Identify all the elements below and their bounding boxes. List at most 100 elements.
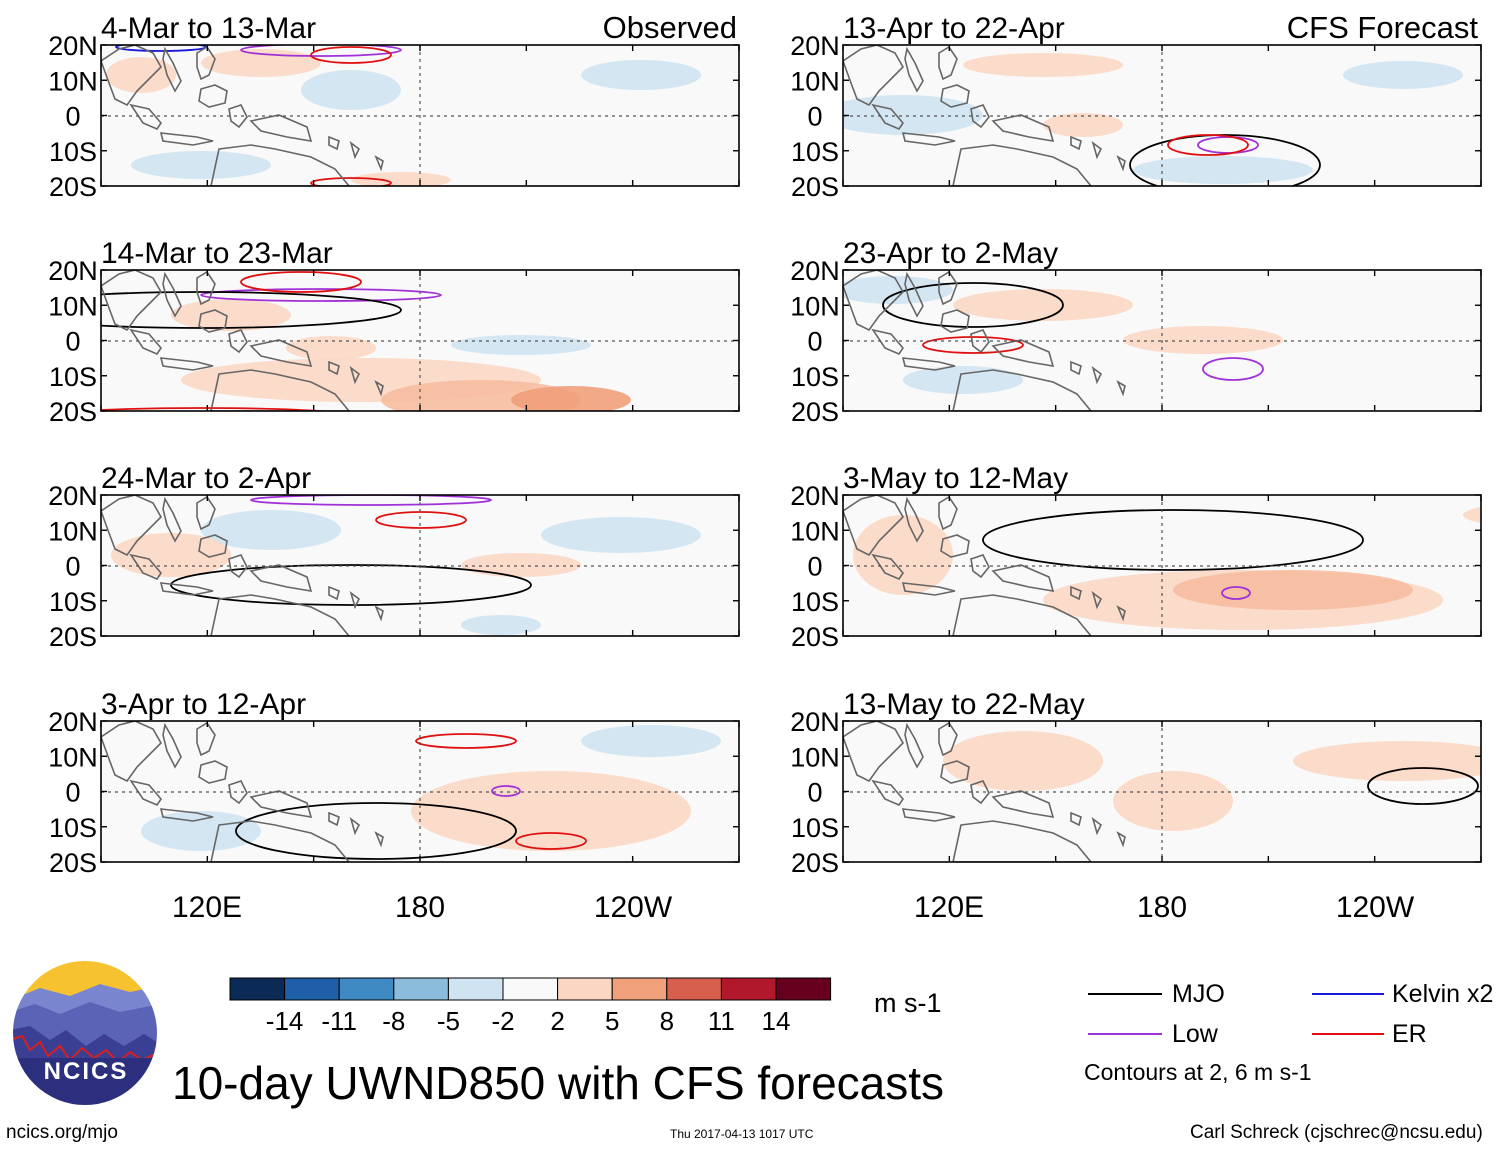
- lat-label: 20N: [790, 256, 840, 286]
- lat-label: 0: [807, 552, 822, 582]
- panel-title-forecast-2: 23-Apr to 2-May: [843, 237, 1058, 270]
- footer-url[interactable]: ncics.org/mjo: [6, 1122, 118, 1143]
- anomaly-shading: [511, 386, 631, 411]
- panel-field: [101, 45, 701, 186]
- lat-label: 20S: [49, 848, 97, 878]
- lat-label: 20N: [48, 481, 98, 511]
- lat-label: 20S: [791, 397, 839, 427]
- colorbar-swatch: [775, 977, 832, 1001]
- anomaly-shading: [451, 335, 591, 355]
- wave-contour: [1129, 134, 1321, 186]
- wave-contour: [882, 282, 1064, 328]
- wave-contour: [415, 733, 517, 749]
- panel-title-forecast-4: 13-May to 22-May: [843, 688, 1085, 721]
- anomaly-shading: [1043, 113, 1123, 137]
- colorbar-swatch: [229, 977, 286, 1001]
- lat-label: 20N: [790, 707, 840, 737]
- lat-label: 0: [807, 778, 822, 808]
- anomaly-shading: [171, 299, 291, 331]
- legend-label-mjo: MJO: [1172, 980, 1225, 1008]
- wave-contour: [1167, 134, 1249, 156]
- panel-observed-4: [100, 720, 740, 863]
- ncics-logo-text: NCICS: [43, 1058, 129, 1085]
- lat-label: 0: [65, 102, 80, 132]
- panel-observed-2: [100, 269, 740, 412]
- wave-contour: [235, 802, 517, 860]
- colorbar-tick-label: -5: [437, 1006, 460, 1036]
- lon-label: 180: [395, 891, 445, 924]
- colorbar-swatch: [338, 977, 395, 1001]
- legend-label-kelvin: Kelvin x2: [1392, 980, 1494, 1008]
- anomaly-shading: [301, 70, 401, 110]
- panel-forecast-4: [842, 720, 1482, 863]
- panel-forecast-3: [842, 494, 1482, 637]
- wave-contour: [1221, 586, 1251, 600]
- colorbar-swatch: [502, 977, 559, 1001]
- lat-label: 10N: [48, 291, 98, 321]
- lat-label: 20N: [48, 707, 98, 737]
- panel-title-observed-1: 4-Mar to 13-Mar: [101, 12, 316, 45]
- wave-contour: [240, 271, 362, 293]
- panel-field: [843, 45, 1463, 186]
- lat-label: 10N: [790, 742, 840, 772]
- lat-label: 20S: [791, 172, 839, 202]
- wave-contour: [1202, 357, 1264, 381]
- observed-label: Observed: [603, 10, 737, 45]
- colorbar-swatch: [666, 977, 722, 1001]
- wave-contour: [101, 407, 334, 411]
- lat-label: 10S: [791, 362, 839, 392]
- anomaly-shading: [141, 811, 261, 851]
- anomaly-shading: [461, 553, 581, 577]
- anomaly-shading: [286, 336, 376, 360]
- lat-label: 20N: [790, 31, 840, 61]
- lat-label: 10N: [790, 66, 840, 96]
- anomaly-shading: [903, 366, 1023, 394]
- colorbar-swatch: [284, 977, 340, 1001]
- main-title: 10-day UWND850 with CFS forecasts: [172, 1057, 945, 1109]
- anomaly-shading: [1113, 771, 1233, 831]
- lat-label: 10N: [48, 66, 98, 96]
- contours-note: Contours at 2, 6 m s-1: [1084, 1059, 1312, 1085]
- wave-contour: [240, 45, 402, 57]
- lat-label: 10S: [49, 362, 97, 392]
- anomaly-shading: [1293, 741, 1481, 781]
- anomaly-shading: [1133, 156, 1313, 184]
- panel-title-observed-3: 24-Mar to 2-Apr: [101, 462, 311, 495]
- anomaly-shading: [1123, 326, 1283, 354]
- anomaly-shading: [581, 60, 701, 90]
- wave-contour: [200, 288, 442, 302]
- lat-label: 20S: [791, 622, 839, 652]
- lon-label: 120W: [1336, 891, 1415, 924]
- colorbar-tick-label: -14: [266, 1006, 304, 1036]
- colorbar-swatch: [447, 977, 504, 1001]
- lon-label: 120E: [914, 891, 984, 924]
- lat-label: 20N: [48, 256, 98, 286]
- lon-label: 120E: [172, 891, 242, 924]
- anomaly-shading: [1173, 570, 1413, 610]
- anomaly-shading: [541, 517, 701, 553]
- panel-field: [101, 721, 721, 862]
- panel-field: [843, 495, 1481, 636]
- lat-label: 10S: [791, 137, 839, 167]
- lat-label: 20S: [791, 848, 839, 878]
- footer-credit: Carl Schreck (cjschrec@ncsu.edu): [1190, 1122, 1483, 1143]
- lat-label: 0: [807, 102, 822, 132]
- lat-label: 0: [807, 327, 822, 357]
- wave-contour: [515, 832, 587, 850]
- anomaly-shading: [111, 533, 231, 577]
- panel-observed-1: [100, 44, 740, 187]
- wave-contour: [250, 495, 492, 506]
- colorbar: -14 -11 -8 -5 -2 2 5 8 11 14: [229, 977, 832, 1036]
- anomaly-shading: [201, 510, 341, 550]
- lat-label: 0: [65, 552, 80, 582]
- anomaly-shading: [106, 57, 176, 93]
- anomaly-shading: [843, 276, 953, 304]
- lat-label: 20N: [790, 481, 840, 511]
- lat-label: 10S: [791, 813, 839, 843]
- anomaly-shading: [351, 172, 451, 186]
- colorbar-tick-label: -11: [321, 1006, 357, 1036]
- wave-contour: [491, 785, 521, 797]
- panel-observed-3: [100, 494, 740, 637]
- panel-title-observed-2: 14-Mar to 23-Mar: [101, 237, 333, 270]
